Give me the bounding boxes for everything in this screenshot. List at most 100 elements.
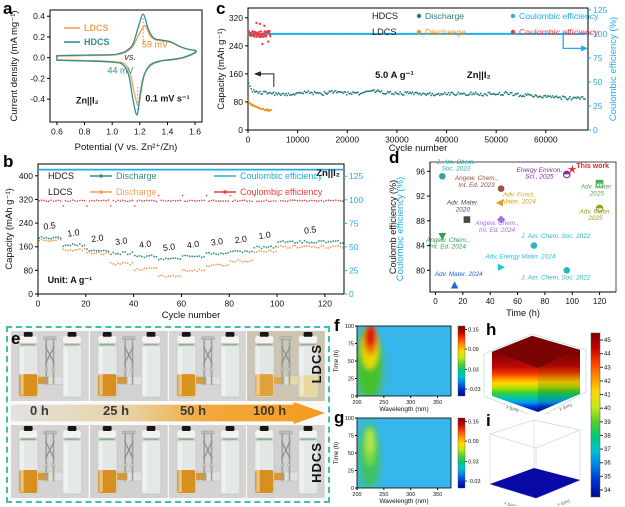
ldcs-capacity-dot xyxy=(286,247,289,249)
clamp-screw-1 xyxy=(280,367,285,372)
y-tick-label: 80 xyxy=(24,265,34,275)
hdcs-capacity-dot xyxy=(205,252,208,254)
hdcs-discharge-dot xyxy=(412,93,415,96)
hdcs-discharge-dot xyxy=(420,94,423,97)
hdcs-discharge-dot xyxy=(545,96,548,99)
hdcs-ce-dot xyxy=(324,33,327,35)
hdcs-capacity-dot xyxy=(286,241,289,243)
ldcs-capacity-dot xyxy=(320,245,323,247)
ldcs-capacity-dot xyxy=(83,247,86,250)
hdcs-capacity-dot xyxy=(76,244,79,247)
ldcs-ce-dot xyxy=(105,200,107,202)
hdcs-capacity-dot xyxy=(126,253,129,256)
hdcs-discharge-dot xyxy=(285,92,287,95)
right-vial-cap xyxy=(219,429,240,439)
hdcs-discharge-dot xyxy=(539,95,542,98)
y-tick-label: 80 xyxy=(234,97,244,107)
x-tick-label: 350 xyxy=(433,400,442,406)
hdcs-discharge-dot xyxy=(508,93,511,96)
hdcs-discharge-dot xyxy=(417,93,420,96)
hdcs-discharge-dot xyxy=(530,94,533,97)
hdcs-discharge-dot xyxy=(498,91,501,94)
point-label: Adv. Energy Mater. 2024 xyxy=(484,254,555,261)
left-vial-liquid xyxy=(97,374,117,397)
ldcs-row-label: LDCS xyxy=(309,344,324,384)
hdcs-discharge-dot xyxy=(386,90,389,93)
hdcs-capacity-dot xyxy=(169,257,172,260)
ldcs-ce-outlier xyxy=(258,22,262,26)
hdcs-discharge-dot xyxy=(424,93,426,95)
hdcs-discharge-dot xyxy=(510,91,513,94)
bridge-liquid xyxy=(35,472,49,481)
clamp-top-bar xyxy=(279,430,293,435)
y-axis-title: y (μm) xyxy=(559,402,573,411)
hdcs-capacity-dot xyxy=(62,245,65,248)
hdcs-capacity-dot xyxy=(78,243,81,245)
clamp-top-bar xyxy=(43,430,57,435)
y-tick-label: 0 xyxy=(351,486,354,492)
hdcs-discharge-dot xyxy=(257,92,260,95)
ldcs-capacity-dot xyxy=(131,261,134,264)
colorbar-tick-label: 0.03 xyxy=(468,367,479,373)
ldcs-ce-dot xyxy=(306,200,308,203)
ldcs-ce-dot xyxy=(236,200,239,203)
ldcs-capacity-dot xyxy=(308,245,311,248)
ldcs-ce-dot xyxy=(203,199,205,202)
ldcs-ce-dot xyxy=(287,200,289,203)
ldcs-ce-dot xyxy=(246,200,248,203)
hdcs-ce-dot xyxy=(378,33,380,35)
hdcs-capacity-dot xyxy=(74,243,76,246)
rate-label: 1.0 xyxy=(258,230,272,242)
right-axis-arrow xyxy=(562,34,582,49)
hdcs-capacity-dot xyxy=(227,252,229,254)
hdcs-discharge-dot xyxy=(313,90,316,93)
hdcs-discharge-dot xyxy=(271,92,274,95)
hdcs-capacity-dot xyxy=(191,255,194,258)
hdcs-discharge-dot xyxy=(560,98,563,101)
ldcs-capacity-dot xyxy=(110,261,112,264)
x-tick-label: 10000 xyxy=(286,135,310,145)
hdcs-capacity-dot xyxy=(306,241,308,244)
hdcs-discharge-dot xyxy=(535,94,538,97)
x-tick-label: 60 xyxy=(513,297,522,306)
y-tick-label: 96 xyxy=(416,167,425,176)
left-vial-highlight xyxy=(99,347,103,396)
hdcs-discharge-dot xyxy=(282,92,285,95)
right-vial-cap xyxy=(62,335,82,344)
hdcs-capacity-dot xyxy=(90,249,93,252)
hdcs-ce-dot xyxy=(306,32,309,35)
clamp-screw-1 xyxy=(123,463,127,467)
plot-frame xyxy=(247,7,589,131)
ldcs-capacity-dot xyxy=(291,245,294,247)
rate-label: 5.0 xyxy=(162,241,176,253)
x-tick-label: 20000 xyxy=(335,135,359,145)
point-label: Int. Ed. 2023 xyxy=(458,182,495,189)
hdcs-ce-dot xyxy=(479,33,481,35)
ldcs-ce-dot xyxy=(143,199,146,202)
hdcs-capacity-dot xyxy=(210,253,213,255)
ldcs-capacity-dot xyxy=(90,252,93,255)
point-label: Angew. Chem., xyxy=(425,237,470,244)
hdcs-discharge-dot xyxy=(259,90,261,93)
hdcs-discharge-dot xyxy=(484,93,487,96)
hdcs-discharge-dot xyxy=(452,92,455,95)
y2-tick-label: 0 xyxy=(349,289,354,299)
hdcs-discharge-dot xyxy=(277,91,280,94)
hdcs-discharge-dot xyxy=(457,91,460,94)
ldcs-ce-dot xyxy=(308,200,311,202)
ldcs-capacity-dot xyxy=(322,244,325,247)
axes3d-frame xyxy=(483,333,587,414)
ldcs-ce-dot xyxy=(157,194,160,197)
legend-label: Discharge xyxy=(425,11,464,21)
hdcs-discharge-dot xyxy=(375,90,378,93)
clamp-top-bar xyxy=(122,430,136,435)
hdcs-capacity-dot xyxy=(174,257,177,259)
hdcs-capacity-dot xyxy=(66,244,69,247)
ldcs-ce-dot xyxy=(210,199,213,202)
clamp-screw-2 xyxy=(130,367,134,372)
rate-label: 2.0 xyxy=(234,234,248,246)
hdcs-discharge-dot xyxy=(559,96,562,99)
hdcs-capacity-dot xyxy=(119,253,122,256)
x-tick-label: 350 xyxy=(433,492,442,498)
